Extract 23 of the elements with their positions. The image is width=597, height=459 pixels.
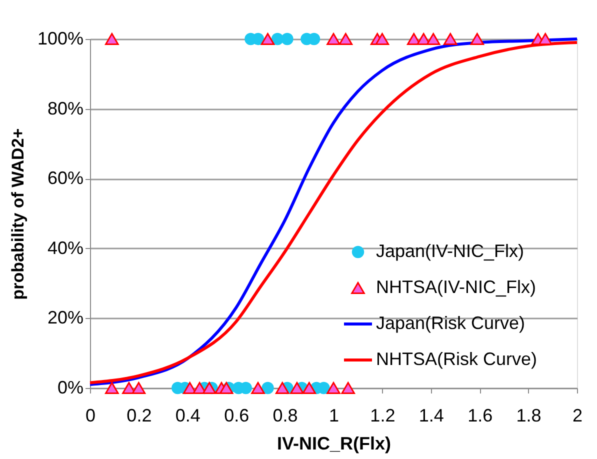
x-tick-label: 0 [85, 406, 96, 426]
legend-label: Japan(Risk Curve) [376, 313, 526, 333]
legend-label: Japan(IV-NIC_Flx) [376, 241, 524, 261]
y-tick-label: 100% [37, 28, 84, 48]
x-tick-label: 1.6 [468, 406, 493, 426]
x-tick-label: 0.2 [126, 406, 152, 426]
x-tick-label: 1 [328, 406, 340, 426]
y-tick-label: 40% [47, 238, 84, 258]
x-tick-label: 1.2 [370, 406, 396, 426]
legend-label: NHTSA(IV-NIC_Flx) [376, 277, 536, 297]
y-tick-label: 0% [57, 378, 84, 398]
x-axis-title: IV-NIC_R(Flx) [276, 434, 392, 454]
x-tick-label: 0.8 [272, 406, 298, 426]
y-axis-title: probability of WAD2+ [8, 128, 28, 300]
x-tick-label: 1.8 [516, 406, 542, 426]
x-tick-label: 0.6 [224, 406, 250, 426]
y-tick-label: 60% [47, 168, 84, 188]
y-tick-label: 20% [47, 308, 84, 328]
x-tick-label: 1.4 [418, 406, 444, 426]
y-tick-label: 80% [47, 98, 84, 118]
legend-label: NHTSA(Risk Curve) [376, 349, 538, 369]
x-tick-label: 0.4 [175, 406, 200, 426]
x-tick-label: 2 [572, 406, 583, 426]
